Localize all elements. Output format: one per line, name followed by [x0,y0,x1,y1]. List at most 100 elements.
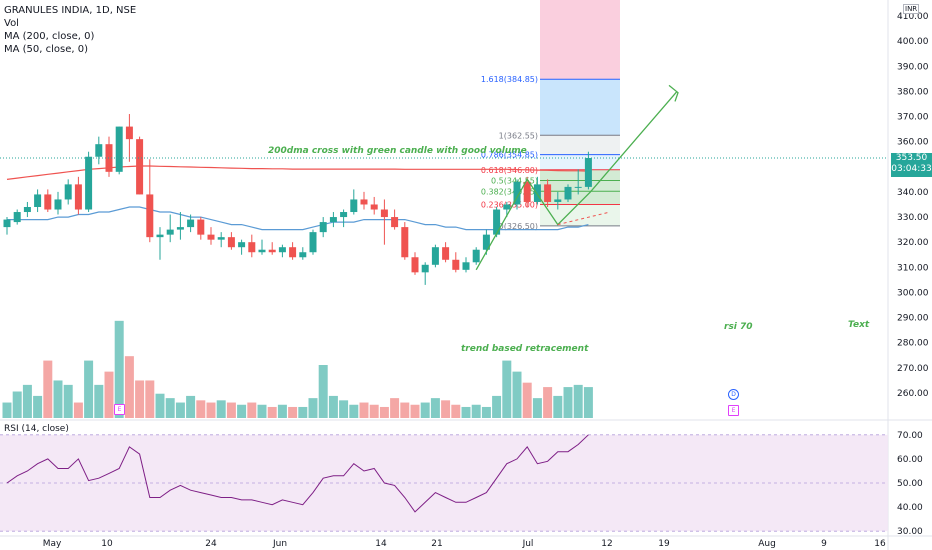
volume-bar [318,365,328,418]
earnings-marker[interactable]: E [728,405,739,416]
fib-zone-1618 [540,79,620,136]
time-axis-label: 14 [375,539,387,549]
candle-body [319,222,327,233]
candle-body [258,249,266,253]
candle-body [533,184,541,202]
rsi-annotation[interactable]: rsi 70 [724,322,753,332]
text-annotation[interactable]: Text [848,320,870,330]
ma200-indicator-label[interactable]: MA (200, close, 0) [4,31,95,42]
time-axis-label: May [43,539,62,549]
candle-body [268,249,276,253]
candle-body [156,234,164,238]
ma50-indicator-label[interactable]: MA (50, close, 0) [4,44,89,55]
volume-bar [277,404,287,418]
volume-bar [94,384,104,418]
volume-bar [461,406,471,418]
volume-indicator-label[interactable]: Vol [4,18,19,29]
time-axis-label: 16 [874,539,886,549]
candle-body [176,227,184,230]
candle-body [74,184,82,210]
candle-body [146,194,154,238]
bar-countdown: 03:04:33 [891,164,932,174]
candle-body [299,252,307,258]
candle-body [513,181,521,205]
volume-bar [573,384,583,418]
candle-body [3,219,11,228]
candle-body [472,249,480,263]
volume-bar [175,402,185,418]
candle-body [166,229,174,235]
ma200-line [6,165,589,180]
dividend-marker[interactable]: D [728,389,739,400]
crossover-annotation[interactable]: 200dma cross with green candle with good… [268,146,527,156]
volume-bar [247,402,257,418]
candle-body [329,217,337,223]
rsi-indicator-label[interactable]: RSI (14, close) [4,424,69,434]
price-axis-label: 390.00 [897,62,929,72]
time-axis-label: 21 [431,539,442,549]
rsi-axis-label: 60.00 [897,455,923,465]
ma50-line [7,206,589,231]
fib-level-label: 1.618(384.85) [481,75,538,84]
candle-body [44,194,52,210]
volume-bar [53,380,63,418]
fib-zone-786 [540,154,620,170]
retracement-annotation[interactable]: trend based retracement [461,344,589,354]
price-axis-label: 310.00 [897,263,929,273]
price-axis-label: 330.00 [897,213,929,223]
price-axis-label: 370.00 [897,113,929,123]
candle-body [125,126,133,140]
volume-bar [522,382,532,418]
last-price-badge: 353.50 03:04:33 [891,153,932,177]
time-axis-label: 12 [601,539,612,549]
candle-body [544,184,552,202]
fib-zone-236 [540,204,620,226]
volume-bar [339,400,349,418]
volume-earnings-marker[interactable]: E [114,404,125,415]
candle-body [309,232,317,253]
volume-bar [257,404,267,418]
candle-body [431,247,439,265]
price-axis-label: 410.00 [897,12,929,22]
volume-bar [390,398,400,418]
price-axis-label: 290.00 [897,314,929,324]
volume-bar [532,398,542,418]
volume-bar [502,360,512,418]
fib-level-label: 0(326.50) [499,222,538,231]
candle-body [23,207,31,213]
candle-body [340,212,348,218]
volume-bar [308,398,318,418]
candle-body [85,156,93,210]
candle-body [248,242,256,253]
candle-body [227,237,235,248]
symbol-title[interactable]: GRANULES INDIA, 1D, NSE [4,5,137,16]
candle-body [411,257,419,273]
currency-badge[interactable]: INR [903,4,920,14]
volume-bar [359,402,369,418]
volume-bar [124,356,134,418]
candle-body [554,199,562,202]
volume-bar [165,398,175,418]
volume-bar [43,360,53,418]
candle-body [482,234,490,250]
candle-body [197,219,205,235]
candle-body [115,126,123,172]
trend-arrowhead [668,84,679,102]
fib-level-label: 0.618(346.80) [481,166,538,175]
volume-bar [12,391,22,418]
volume-bar [186,395,196,418]
rsi-axis-label: 70.00 [897,431,923,441]
volume-bar [400,402,410,418]
volume-bar [145,380,155,418]
volume-bar [22,384,32,418]
rsi-axis-label: 30.00 [897,527,923,537]
volume-bar [237,404,247,418]
volume-bar [114,320,124,418]
volume-bar [420,402,430,418]
fib-level-label: 0.786(354.85) [481,151,538,160]
candle-body [391,217,399,228]
candle-body [187,219,195,228]
fib-level-label: 0.382(340.25) [481,187,538,196]
candle-body [238,242,246,248]
